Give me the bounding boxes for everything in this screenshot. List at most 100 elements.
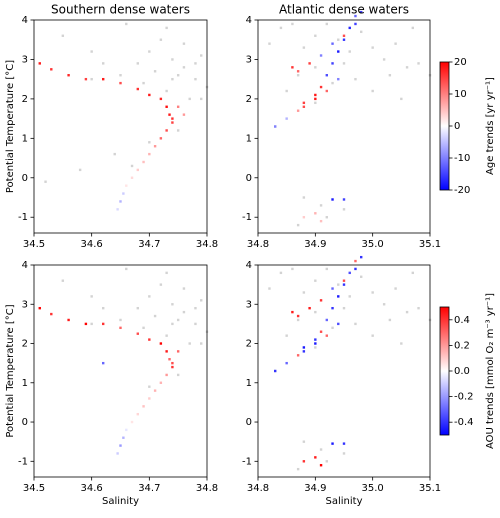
point	[159, 342, 163, 345]
x-tick-label: 34.6	[81, 239, 103, 250]
point	[171, 117, 174, 120]
point	[342, 34, 346, 37]
point	[285, 334, 288, 337]
point	[200, 54, 203, 57]
point	[102, 322, 105, 326]
point	[331, 306, 334, 310]
point	[331, 198, 334, 201]
y-tick-label: 3	[22, 299, 28, 310]
axes-frame	[257, 264, 431, 478]
point	[176, 74, 180, 77]
point	[331, 442, 334, 445]
x-tick-label: 34.6	[81, 483, 103, 494]
point	[319, 219, 323, 223]
point	[302, 105, 306, 108]
point	[182, 310, 186, 314]
point	[405, 310, 409, 314]
point	[194, 77, 197, 81]
point	[319, 299, 323, 302]
x-tick-label: 35.1	[419, 483, 441, 494]
point	[84, 322, 88, 326]
point	[38, 306, 41, 310]
colorbar-tick-label: 0	[454, 121, 460, 132]
point	[354, 22, 357, 26]
point	[296, 70, 300, 73]
point	[116, 208, 119, 211]
y-tick-label: 2	[246, 94, 252, 105]
point	[382, 58, 386, 61]
point	[148, 50, 151, 53]
y-tick-label: -1	[18, 212, 28, 223]
point	[354, 259, 357, 263]
x-tick-label: 34.9	[304, 239, 326, 250]
x-tick-label: 34.8	[196, 239, 218, 250]
y-axis-label: Potential Temperature [°C]	[5, 60, 16, 193]
point	[153, 389, 157, 392]
x-tick-label: 34.8	[247, 483, 269, 494]
point	[371, 291, 374, 294]
point	[296, 354, 300, 357]
colorbar-tick-label: -20	[454, 185, 470, 196]
point	[371, 46, 374, 49]
y-tick-label: 3	[246, 54, 252, 65]
point	[400, 97, 403, 101]
point	[90, 295, 93, 298]
point	[314, 93, 317, 97]
point	[176, 105, 180, 108]
point	[314, 97, 317, 101]
point	[274, 125, 277, 128]
y-tick-label: 3	[246, 299, 252, 310]
x-tick-label: 34.8	[247, 239, 269, 250]
point	[78, 168, 82, 172]
point	[279, 271, 283, 275]
point	[159, 38, 163, 41]
point	[411, 26, 414, 30]
point	[165, 373, 168, 377]
point	[182, 287, 186, 290]
point	[122, 192, 125, 195]
point	[411, 271, 414, 275]
point	[171, 365, 174, 369]
point	[371, 334, 374, 337]
point	[67, 74, 70, 77]
point	[417, 306, 420, 310]
point	[171, 303, 174, 306]
point	[165, 271, 168, 275]
colorbar	[439, 306, 450, 436]
point	[319, 464, 323, 467]
point	[342, 442, 346, 445]
point	[159, 137, 163, 140]
point	[136, 62, 139, 65]
point	[159, 381, 163, 384]
point	[325, 74, 328, 77]
point	[84, 77, 88, 81]
point	[136, 168, 139, 172]
point	[148, 93, 151, 97]
point	[165, 26, 168, 30]
point	[400, 342, 403, 345]
point	[302, 46, 306, 49]
point	[319, 85, 323, 89]
point	[325, 318, 328, 322]
point	[176, 350, 180, 353]
point	[153, 145, 157, 148]
point	[319, 204, 323, 207]
point	[171, 121, 174, 124]
point	[314, 310, 317, 314]
point	[148, 141, 151, 144]
point	[314, 279, 317, 282]
point	[142, 405, 145, 408]
point	[130, 164, 134, 168]
point	[113, 152, 116, 156]
x-tick-label: 34.7	[138, 483, 160, 494]
point	[342, 198, 346, 201]
point	[342, 208, 346, 211]
x-tick-label: 35.1	[419, 239, 441, 250]
point	[176, 129, 180, 132]
point	[296, 74, 300, 77]
point	[360, 275, 363, 278]
y-tick-label: 2	[22, 94, 28, 105]
point	[371, 89, 374, 93]
point	[394, 287, 397, 290]
